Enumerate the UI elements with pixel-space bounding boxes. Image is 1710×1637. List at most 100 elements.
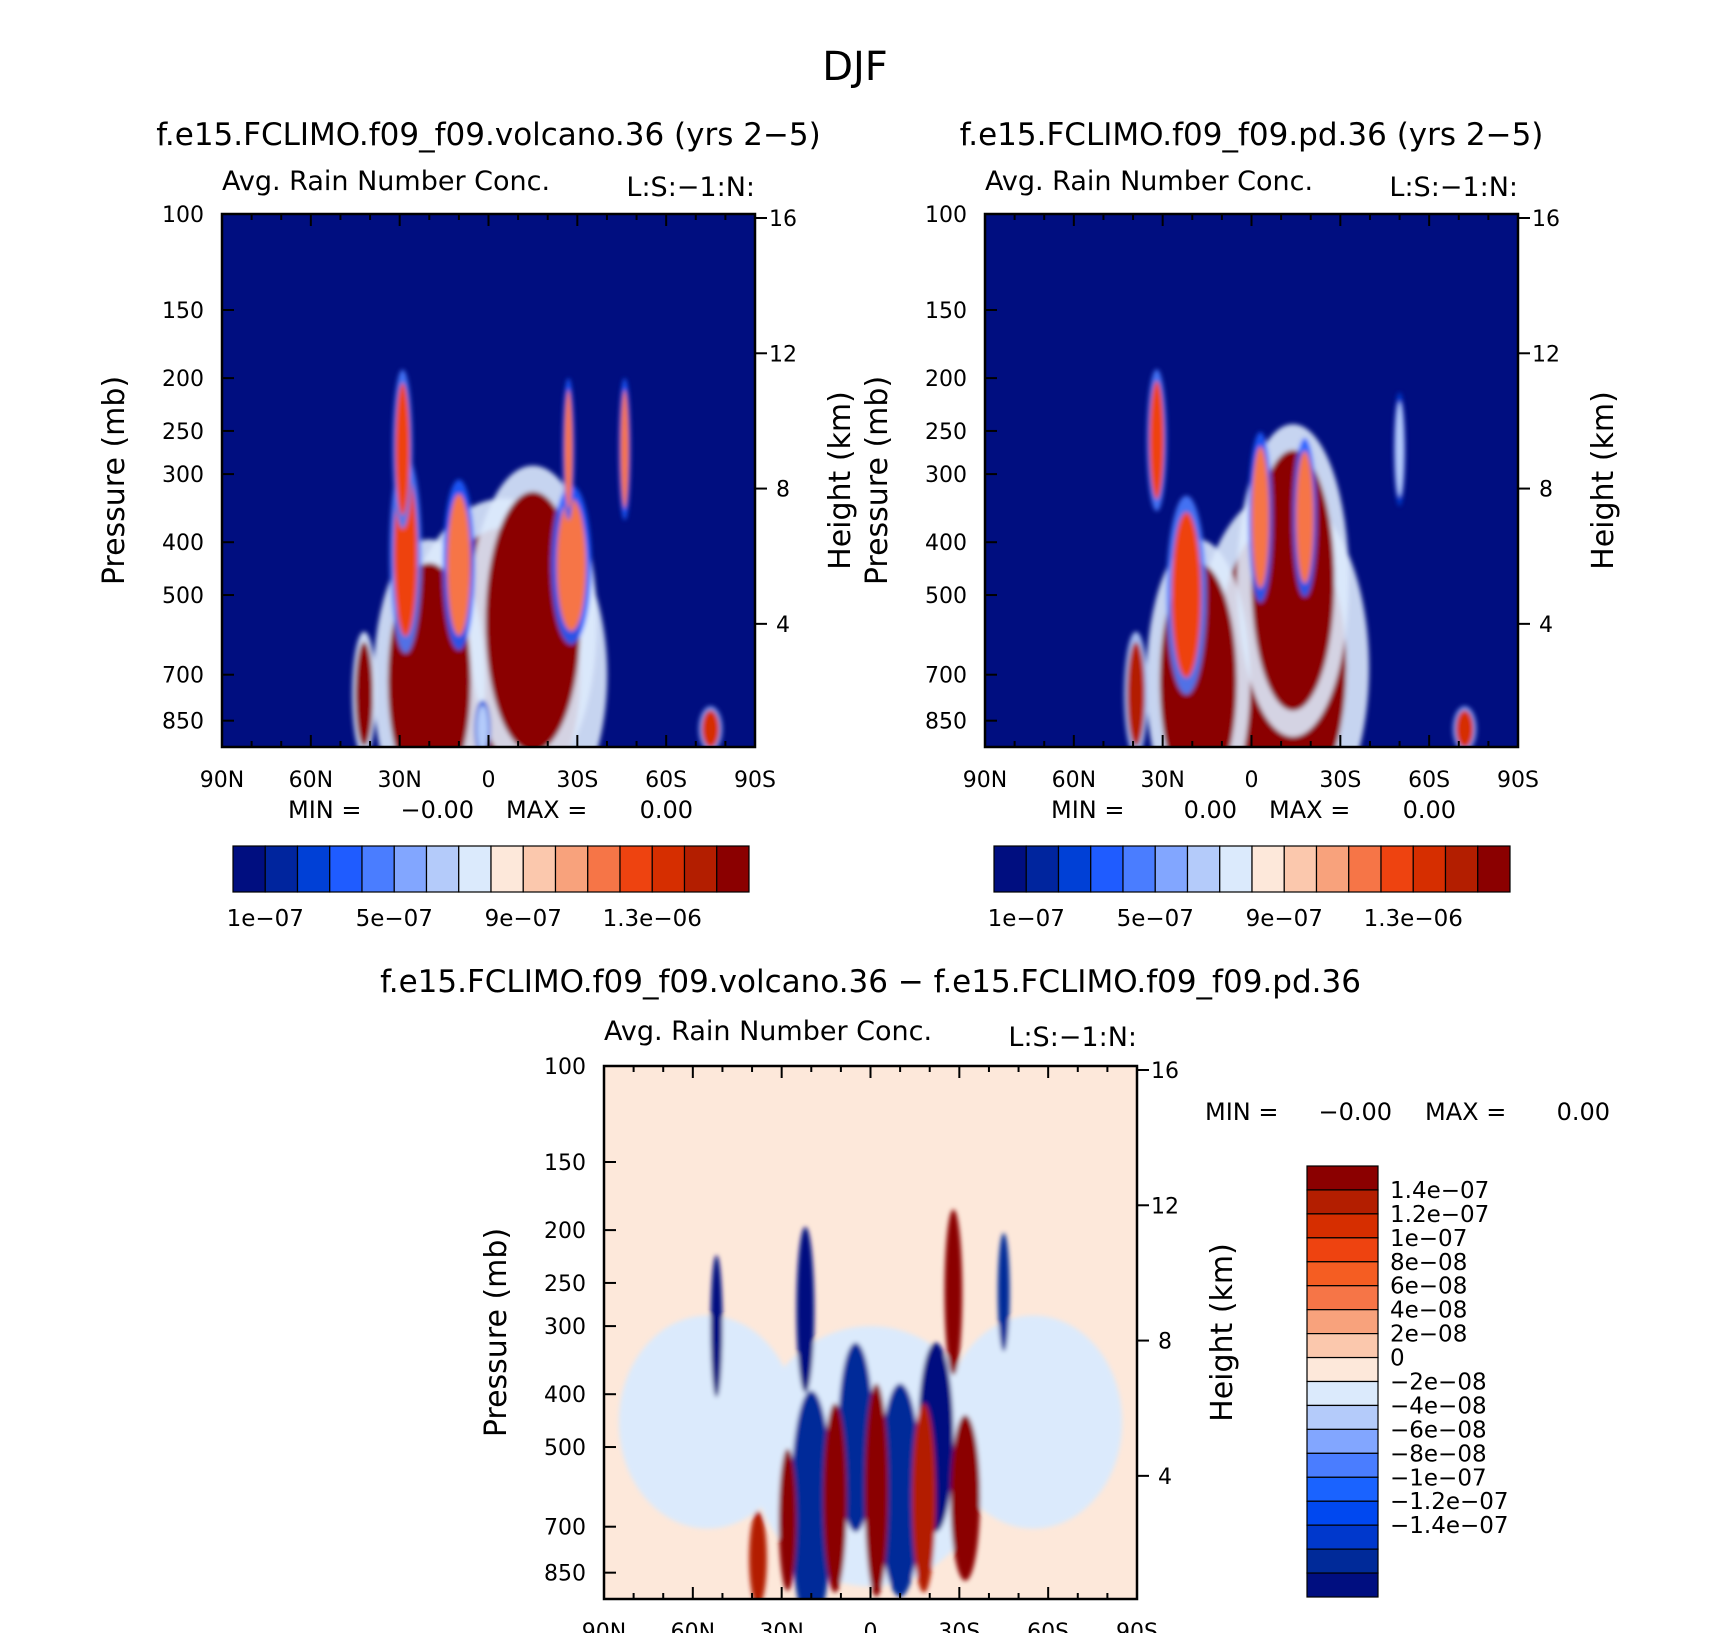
y2-axis-label: Height (km) [1586,391,1621,570]
colorbar-label: 1.2e−07 [1390,1202,1489,1228]
y-tick-label: 500 [544,1436,586,1461]
heatmap-blob [355,642,374,747]
colorbar-swatch [490,845,524,893]
y2-tick-label: 8 [1158,1330,1172,1355]
colorbar-swatch [1306,1572,1379,1598]
y-tick-label: 500 [925,584,967,609]
stats-min-value: 0.00 [1184,796,1237,824]
heatmap-blob [796,1226,815,1393]
colorbar-swatch [1306,1285,1379,1311]
colorbar-swatch [651,845,686,893]
colorbar-swatch [264,845,299,893]
y-tick-label: 200 [925,367,967,392]
y2-tick-label: 12 [1151,1194,1179,1219]
heatmap-blob [701,709,720,747]
y-tick-label: 500 [162,584,204,609]
panel-subtitle-left: Avg. Rain Number Conc. [222,166,550,197]
y-tick-label: 850 [925,710,967,735]
y-tick-label: 150 [544,1151,586,1176]
x-tick-label: 60N [671,1620,715,1633]
colorbar-label: 5e−07 [1117,906,1194,932]
colorbar-swatch [1283,845,1318,893]
colorbar-swatch [1315,845,1350,893]
y-tick-label: 700 [162,664,204,689]
x-tick-label: 60S [645,768,687,793]
x-tick-label: 0 [1245,768,1259,793]
heatmap-blobs [352,369,723,747]
colorbar-label: −1.4e−07 [1390,1513,1509,1539]
colorbar-label: −2e−08 [1390,1370,1487,1396]
colorbar-swatch [1306,1380,1379,1407]
heatmap-blob [911,1403,936,1593]
y-tick-label: 400 [544,1383,586,1408]
y2-tick-label: 4 [776,613,790,638]
y2-tick-label: 4 [1158,1465,1172,1490]
panel-subtitle-right: L:S:−1:N: [1008,1022,1137,1053]
x-tick-label: 30S [1319,768,1361,793]
colorbar-swatch [232,845,266,893]
panel-subtitle-left: Avg. Rain Number Conc. [985,166,1313,197]
colorbar-swatch [1306,1309,1379,1335]
colorbar-swatch [587,845,621,893]
y-tick-label: 150 [162,299,204,324]
x-tick-label: 60S [1027,1620,1069,1633]
stats-min-label: MIN = [1205,1098,1278,1126]
y2-tick-label: 8 [1539,478,1553,503]
panel-subtitle-right: L:S:−1:N: [1389,172,1518,203]
colorbar-swatch [1306,1428,1379,1454]
colorbar: 1e−07 5e−07 9e−07 1.3e−06 [227,845,750,932]
colorbar-label: −6e−08 [1390,1417,1487,1443]
x-tick-label: 90S [734,768,776,793]
x-tick-label: 90S [1497,768,1539,793]
heatmap-blob [1127,642,1145,747]
colorbar-swatch [1306,1524,1379,1550]
x-tick-label: 90N [200,768,244,793]
y-tick-label: 300 [544,1315,586,1340]
colorbar-label: 2e−08 [1390,1322,1467,1348]
colorbar-swatch [1154,845,1189,893]
colorbar-label: 9e−07 [1246,906,1323,932]
heatmap-blob [1395,401,1404,497]
colorbar-swatch [1186,845,1221,893]
y-tick-label: 100 [544,1055,586,1080]
colorbar-swatch [716,845,750,893]
colorbar-swatch [554,845,589,893]
colorbar-swatch [1380,845,1414,893]
colorbar-swatch [1306,1261,1379,1287]
y-tick-label: 200 [544,1219,586,1244]
heatmap-blob [823,1403,847,1593]
heatmap-blob [944,1209,963,1376]
colorbar-swatch [1306,1500,1379,1526]
x-tick-label: 0 [864,1620,878,1633]
colorbar-swatch [1219,845,1253,893]
y2-axis-label: Height (km) [823,391,858,570]
stats-max-label: MAX = [506,796,587,824]
colorbar-swatch [458,845,492,893]
heatmap-field [985,214,1518,747]
heatmap-blob [944,1315,1123,1529]
stats-min-value: −0.00 [400,796,474,824]
colorbar-swatch [296,845,331,893]
colorbar-swatch [1444,845,1479,893]
heatmap-blob [618,1315,797,1529]
y-tick-label: 250 [544,1272,586,1297]
x-tick-label: 90S [1116,1620,1158,1633]
colorbar-swatch [522,845,557,893]
panels: f.e15.FCLIMO.f09_f09.volcano.36 (yrs 2−5… [97,117,1621,1637]
heatmap-blob [710,1255,723,1398]
y-tick-label: 250 [162,420,204,445]
x-tick-label: 30N [377,768,421,793]
heatmap-blob [1149,381,1165,500]
y-axis-label: Pressure (mb) [860,376,895,585]
heatmap-field [604,1066,1137,1599]
colorbar-swatch [1306,1213,1379,1239]
colorbar-swatch [1306,1165,1379,1191]
y-axis-label: Pressure (mb) [479,1228,514,1437]
stats-max-value: 0.00 [640,796,693,824]
heatmap-blob [620,389,630,509]
heatmap-blob [1171,512,1202,678]
y-tick-label: 400 [925,531,967,556]
y2-tick-label: 12 [769,342,797,367]
y-tick-label: 100 [162,203,204,228]
